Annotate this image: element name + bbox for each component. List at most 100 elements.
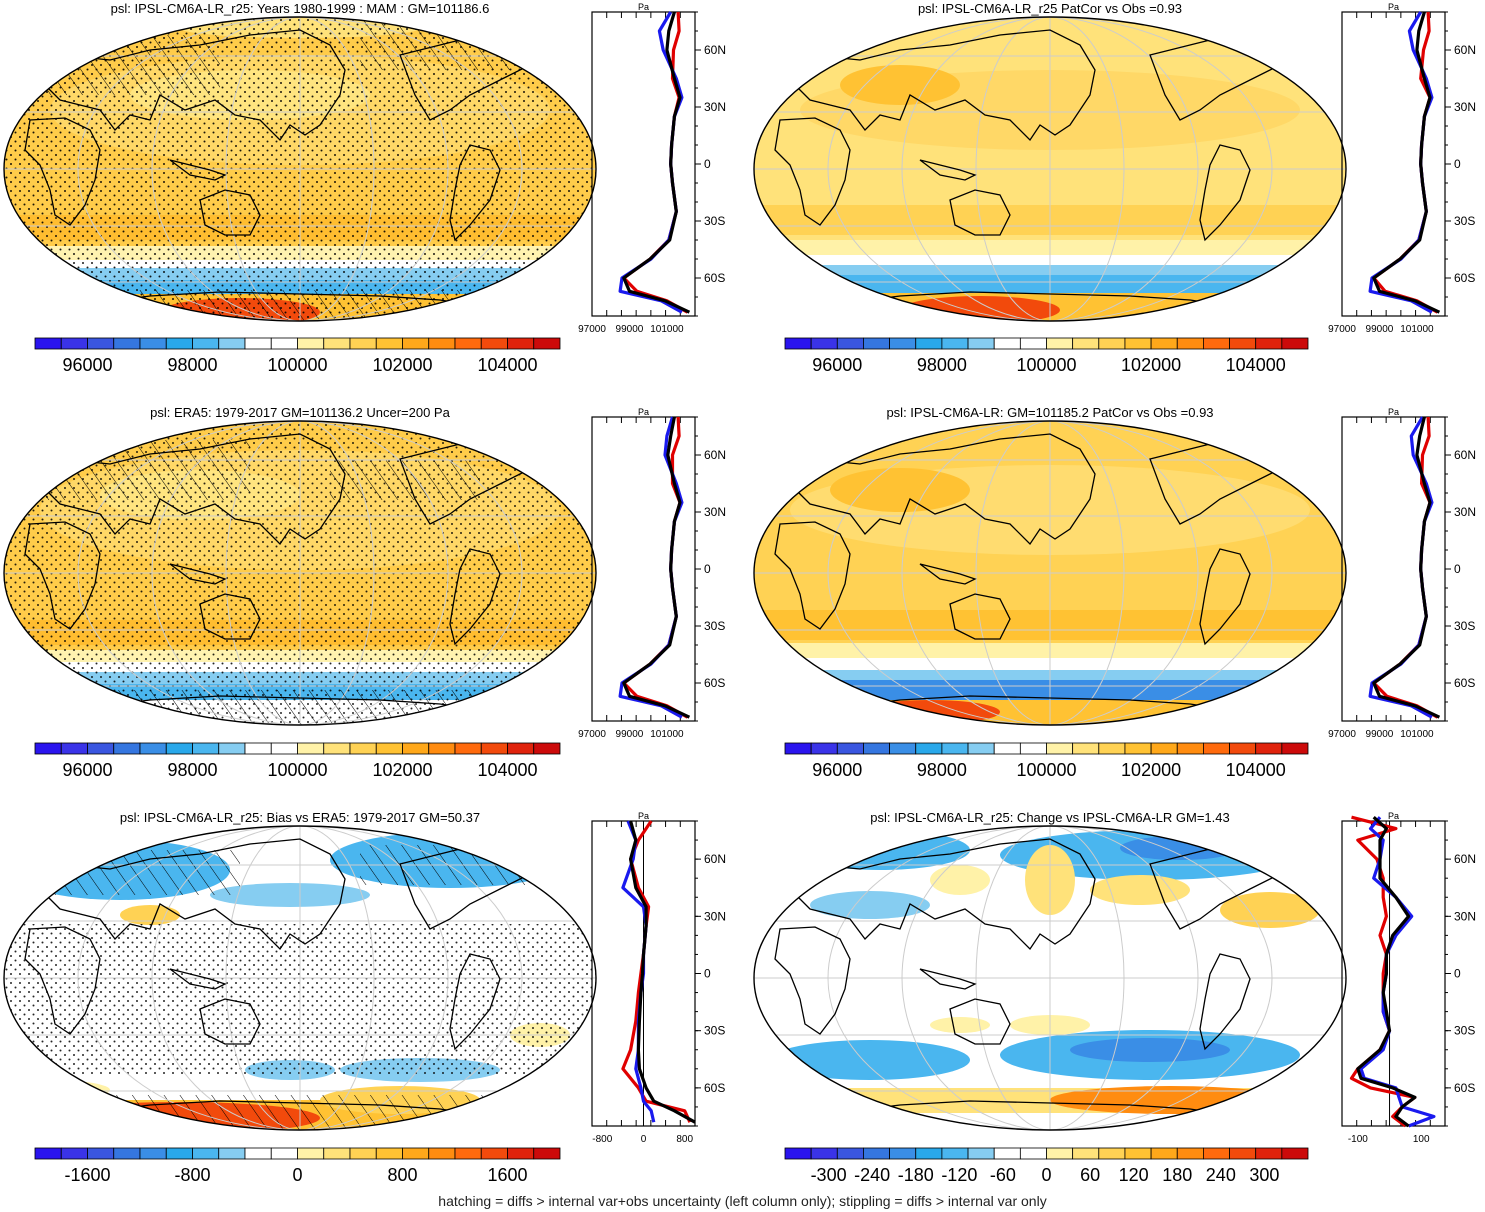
colorbar-cell: [1229, 742, 1257, 755]
colorbar-cell: [915, 742, 943, 755]
colorbar-cell: [218, 337, 246, 350]
profile-lat-label: 60N: [704, 852, 726, 866]
colorbar-cell: [139, 1147, 167, 1160]
colorbar-cell: [1046, 1147, 1074, 1160]
colorbar-cell: [480, 742, 508, 755]
colorbar: 96000 98000 100000 102000 104000: [34, 742, 561, 780]
colorbar-cell: [863, 742, 891, 755]
coastlines: [774, 29, 1292, 307]
profile-x-tick-label: 800: [676, 1134, 693, 1145]
colorbar-label: 96000: [62, 760, 112, 780]
profile-lat-label: 60N: [1454, 852, 1476, 866]
colorbar-cell: [967, 337, 995, 350]
colorbar-cell: [836, 1147, 864, 1160]
colorbar-label: 0: [292, 1165, 302, 1185]
colorbar-cell: [1072, 742, 1100, 755]
profile-lat-label: 60S: [704, 676, 725, 690]
colorbar-cell: [113, 337, 141, 350]
colorbar-cell: [1098, 1147, 1126, 1160]
panel-4: psl: IPSL-CM6A-LR: GM=101185.2 PatCor vs…: [753, 405, 1476, 780]
colorbar-cell: [1203, 1147, 1230, 1160]
profile-unit: Pa: [1388, 811, 1399, 821]
profile-x-tick-label: 100: [1413, 1134, 1430, 1145]
colorbar-label: -120: [941, 1165, 977, 1185]
colorbar-cell: [1229, 337, 1257, 350]
colorbar-cell: [810, 1147, 838, 1160]
colorbar-cell: [863, 1147, 891, 1160]
colorbar-cell: [967, 1147, 995, 1160]
colorbar-cell: [993, 742, 1021, 755]
colorbar-cell: [323, 337, 351, 350]
colorbar-cell: [1046, 337, 1074, 350]
profile-series-model: [622, 416, 689, 719]
colorbar: -1600 -800 0 800 1600: [34, 1147, 561, 1185]
colorbar-label: 102000: [1121, 355, 1181, 375]
colorbar-cell: [863, 337, 891, 350]
profile-series-model: [1372, 416, 1439, 719]
profile-lat-label: 30S: [1454, 619, 1475, 633]
profile-unit: Pa: [638, 407, 649, 417]
colorbar-label: 100000: [1016, 760, 1076, 780]
colorbar-cell: [810, 337, 838, 350]
colorbar-cell: [34, 337, 62, 350]
colorbar-cell: [375, 1147, 403, 1160]
profile-lat-label: 30S: [704, 619, 725, 633]
profile-x-tick-label: 97000: [578, 324, 606, 335]
colorbar-label: -300: [811, 1165, 847, 1185]
colorbar-cell: [428, 1147, 456, 1160]
colorbar-label: -240: [854, 1165, 890, 1185]
profile-lat-label: 30S: [1454, 1024, 1475, 1038]
zonal-profile: Pa -100 100 60N 30N 0 30S 60S: [1341, 811, 1476, 1145]
colorbar-cell: [967, 742, 995, 755]
colorbar-label: 1600: [487, 1165, 527, 1185]
colorbar-cell: [1176, 1147, 1204, 1160]
colorbar-cell: [192, 742, 220, 755]
profile-x-tick-label: 99000: [616, 729, 644, 740]
colorbar-cell: [297, 337, 325, 350]
map-frame: [753, 16, 1347, 322]
profile-x-tick-label: -100: [1348, 1134, 1368, 1145]
colorbar-cell: [784, 1147, 812, 1160]
colorbar-cell: [192, 1147, 220, 1160]
colorbar-cell: [1124, 337, 1152, 350]
colorbar-cell: [1176, 742, 1204, 755]
colorbar-cell: [349, 742, 377, 755]
colorbar-cell: [836, 742, 864, 755]
colorbar-cell: [270, 1147, 298, 1160]
profile-series-model: [622, 11, 689, 314]
panel-2: psl: IPSL-CM6A-LR_r25 PatCor vs Obs =0.9…: [753, 1, 1476, 375]
colorbar-cell: [165, 1147, 193, 1160]
colorbar-cell: [349, 1147, 377, 1160]
colorbar-label: 102000: [372, 760, 432, 780]
colorbar-cell: [915, 1147, 943, 1160]
profile-series-ensemble: [1372, 416, 1441, 719]
profile-lat-label: 60S: [1454, 271, 1475, 285]
profile-lat-label: 0: [1454, 157, 1461, 171]
zonal-profile: Pa 97000 99000 101000 60N 30N 0 30S 60S: [1328, 407, 1476, 740]
colorbar-cell: [428, 742, 456, 755]
panel-title: psl: ERA5: 1979-2017 GM=101136.2 Uncer=2…: [150, 405, 450, 420]
colorbar-label: 100000: [267, 355, 327, 375]
colorbar-cell: [165, 742, 193, 755]
colorbar-cell: [993, 1147, 1021, 1160]
profile-lat-label: 30S: [704, 214, 725, 228]
colorbar-cell: [87, 1147, 115, 1160]
colorbar-label: -800: [174, 1165, 210, 1185]
colorbar-cell: [1281, 1147, 1309, 1160]
colorbar-cell: [165, 337, 193, 350]
colorbar-label: 100000: [1016, 355, 1076, 375]
colorbar-cell: [784, 742, 812, 755]
colorbar-label: 102000: [1121, 760, 1181, 780]
colorbar-label: 180: [1162, 1165, 1192, 1185]
colorbar-cell: [941, 337, 969, 350]
map-frame: [3, 16, 597, 322]
coastlines: [24, 838, 542, 1116]
coastlines: [774, 838, 1292, 1116]
colorbar-cell: [454, 1147, 482, 1160]
map-frame: [3, 825, 597, 1131]
panel-title: psl: IPSL-CM6A-LR_r25: Years 1980-1999 :…: [111, 1, 490, 16]
profile-lat-label: 60S: [704, 271, 725, 285]
panel-3: psl: ERA5: 1979-2017 GM=101136.2 Uncer=2…: [3, 405, 726, 780]
colorbar-cell: [113, 1147, 141, 1160]
panel-title: psl: IPSL-CM6A-LR_r25: Change vs IPSL-CM…: [870, 810, 1229, 825]
